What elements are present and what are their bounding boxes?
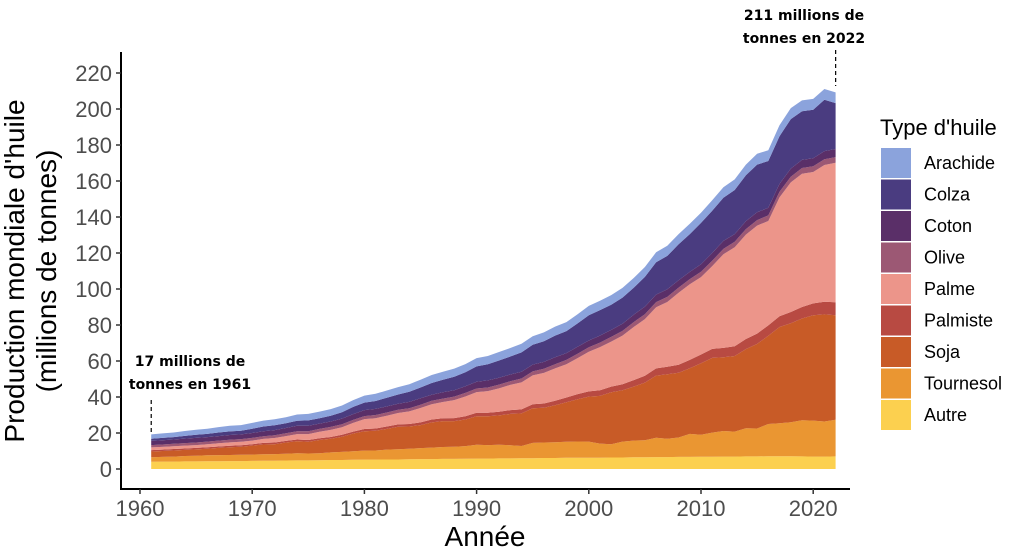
legend-swatch-coton [881, 211, 911, 241]
area-palme [151, 162, 836, 451]
x-tick-label: 2000 [564, 496, 613, 521]
y-axis-title-line-2: (millions de tonnes) [31, 150, 62, 393]
legend-swatch-arachide [881, 148, 911, 178]
legend-label-colza: Colza [924, 185, 971, 205]
y-ticks: 0 20 40 60 80 100 120 140 160 180 200 220 [75, 61, 121, 482]
area-tournesol [151, 419, 836, 462]
y-tick-label: 120 [75, 241, 112, 266]
legend-label-palmiste: Palmiste [924, 311, 993, 331]
y-tick-label: 140 [75, 205, 112, 230]
legend-swatch-colza [881, 179, 911, 210]
legend-label-tournesol: Tournesol [924, 374, 1002, 394]
legend-label-soja: Soja [924, 342, 961, 362]
legend-label-arachide: Arachide [924, 153, 995, 173]
y-tick-label: 0 [100, 457, 112, 482]
legend-swatch-soja [881, 337, 911, 367]
legend: Type d'huile Arachide Colza Coton Olive Palm… [880, 115, 1002, 430]
y-tick-label: 20 [88, 421, 112, 446]
y-tick-label: 100 [75, 277, 112, 302]
y-axis-title: Production mondiale d'huile (millions de… [0, 99, 62, 442]
x-tick-label: 2020 [789, 496, 838, 521]
x-ticks: 1960 1970 1980 1990 2000 2010 2020 [116, 489, 838, 521]
x-tick-label: 1980 [340, 496, 389, 521]
y-tick-label: 160 [75, 169, 112, 194]
y-tick-label: 200 [75, 97, 112, 122]
legend-label-autre: Autre [924, 405, 967, 425]
annotation-start-text: tonnes en 1961 [129, 377, 251, 393]
annotation-start-text: 17 millions de [135, 354, 245, 370]
area-colza [151, 99, 836, 441]
y-tick-label: 80 [88, 313, 112, 338]
legend-label-palme: Palme [924, 279, 975, 299]
legend-swatch-palmiste [881, 305, 911, 336]
y-tick-label: 220 [75, 61, 112, 86]
area-soja [151, 314, 836, 458]
annotation-end-text: 211 millions de [744, 8, 864, 24]
area-autre [151, 456, 836, 469]
y-axis-title-line-1: Production mondiale d'huile [0, 99, 30, 442]
legend-swatch-tournesol [881, 368, 911, 399]
y-tick-label: 60 [88, 349, 112, 374]
x-tick-label: 1970 [228, 496, 277, 521]
annotations: 17 millions de tonnes en 1961 211 millions… [129, 8, 865, 434]
x-tick-label: 2010 [677, 496, 726, 521]
x-tick-label: 1990 [452, 496, 501, 521]
area-olive [151, 157, 836, 448]
legend-swatch-olive [881, 242, 911, 273]
annotation-end-text: tonnes en 2022 [743, 31, 865, 47]
x-axis-title: Année [445, 521, 526, 552]
y-tick-label: 40 [88, 385, 112, 410]
legend-label-olive: Olive [924, 248, 965, 268]
x-tick-label: 1960 [116, 496, 165, 521]
y-tick-label: 180 [75, 133, 112, 158]
legend-title: Type d'huile [880, 115, 997, 140]
legend-swatch-palme [881, 274, 911, 304]
legend-label-coton: Coton [924, 216, 972, 236]
stacked-areas [151, 89, 836, 469]
area-coton [151, 149, 836, 446]
legend-swatch-autre [881, 400, 911, 430]
